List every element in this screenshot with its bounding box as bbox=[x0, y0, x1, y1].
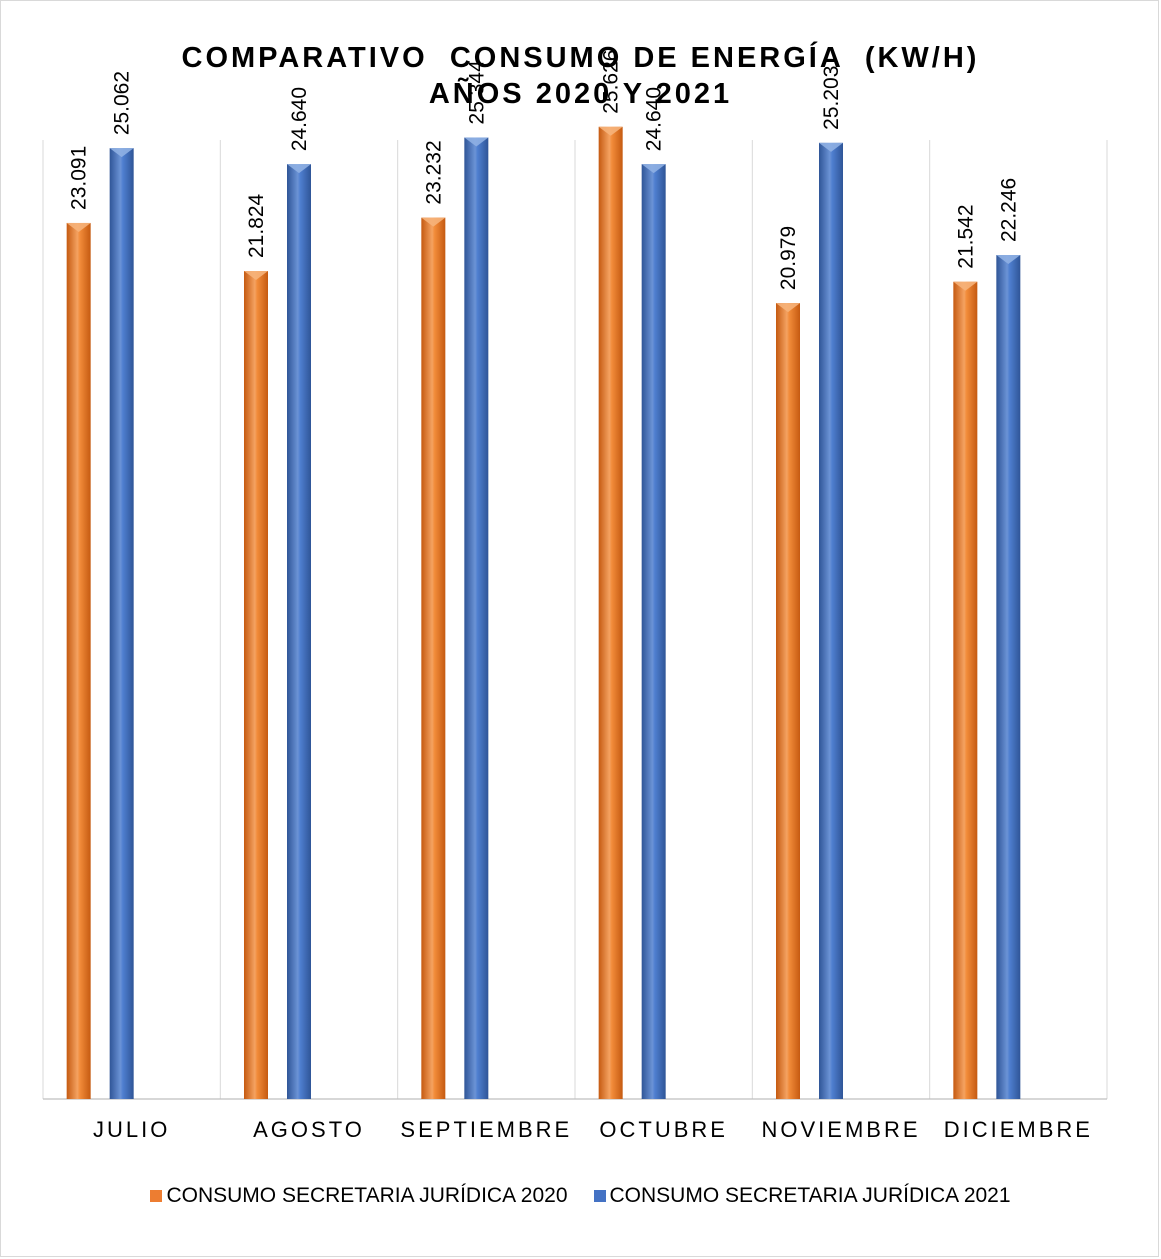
data-label: 25.626 bbox=[600, 50, 623, 114]
legend-label-2021: CONSUMO SECRETARIA JURÍDICA 2021 bbox=[609, 1184, 1011, 1207]
bar-2020 bbox=[244, 271, 268, 1099]
data-label: 20.979 bbox=[777, 226, 800, 290]
data-label: 25.203 bbox=[820, 66, 843, 130]
bar-cap bbox=[641, 164, 666, 174]
legend-entry-2021[interactable]: CONSUMO SECRETARIA JURÍDICA 2021 bbox=[593, 1184, 1011, 1208]
bar-2021 bbox=[641, 164, 666, 1099]
bar-cap bbox=[598, 126, 623, 136]
bar-cap bbox=[819, 142, 843, 152]
bar-2021 bbox=[287, 164, 311, 1099]
chart-title: COMPARATIVO CONSUMO DE ENERGÍA (KW/H) AÑ… bbox=[0, 40, 1161, 112]
legend-label-2020: CONSUMO SECRETARIA JURÍDICA 2020 bbox=[166, 1184, 568, 1207]
bar-2020 bbox=[421, 217, 446, 1099]
data-label: 25.344 bbox=[465, 60, 488, 125]
category-label: JULIO bbox=[93, 1117, 170, 1142]
bar-cap bbox=[953, 281, 978, 291]
bar-cap bbox=[776, 303, 800, 313]
chart-title-line-1: COMPARATIVO CONSUMO DE ENERGÍA (KW/H) bbox=[181, 42, 980, 74]
legend-entry-2020[interactable]: CONSUMO SECRETARIA JURÍDICA 2020 bbox=[150, 1184, 568, 1208]
bar-cap bbox=[421, 217, 446, 227]
bar-cap bbox=[109, 148, 134, 158]
data-label: 22.246 bbox=[997, 178, 1020, 242]
bar-2021 bbox=[996, 255, 1021, 1100]
bar-cap bbox=[464, 137, 489, 147]
category-label: DICIEMBRE bbox=[944, 1117, 1093, 1142]
bar-2020 bbox=[776, 303, 800, 1099]
category-label: NOVIEMBRE bbox=[761, 1117, 920, 1142]
bar-2021 bbox=[464, 137, 489, 1100]
data-label: 23.232 bbox=[422, 140, 445, 204]
bar-2020 bbox=[953, 281, 978, 1099]
bar-cap bbox=[996, 255, 1021, 265]
legend: CONSUMO SECRETARIA JURÍDICA 2020 CONSUMO… bbox=[0, 1184, 1161, 1208]
bar-cap bbox=[244, 271, 268, 281]
data-label: 25.062 bbox=[111, 71, 134, 135]
category-label: SEPTIEMBRE bbox=[400, 1117, 572, 1142]
category-label: AGOSTO bbox=[253, 1117, 365, 1142]
legend-swatch-2020 bbox=[150, 1190, 163, 1202]
category-label: OCTUBRE bbox=[599, 1117, 728, 1142]
chart-title-line-2: AÑOS 2020 Y 2021 bbox=[428, 78, 733, 110]
bar-2020 bbox=[66, 222, 91, 1099]
data-label: 24.640 bbox=[288, 87, 311, 151]
bar-cap bbox=[66, 222, 91, 232]
legend-swatch-2021 bbox=[593, 1190, 606, 1202]
data-label: 24.640 bbox=[643, 87, 666, 151]
bar-2021 bbox=[819, 142, 843, 1099]
bar-cap bbox=[287, 164, 311, 174]
bar-2020 bbox=[598, 126, 623, 1099]
data-label: 23.091 bbox=[68, 146, 91, 210]
data-label: 21.824 bbox=[245, 193, 268, 258]
data-label: 21.542 bbox=[954, 204, 977, 268]
bar-2021 bbox=[109, 148, 134, 1099]
